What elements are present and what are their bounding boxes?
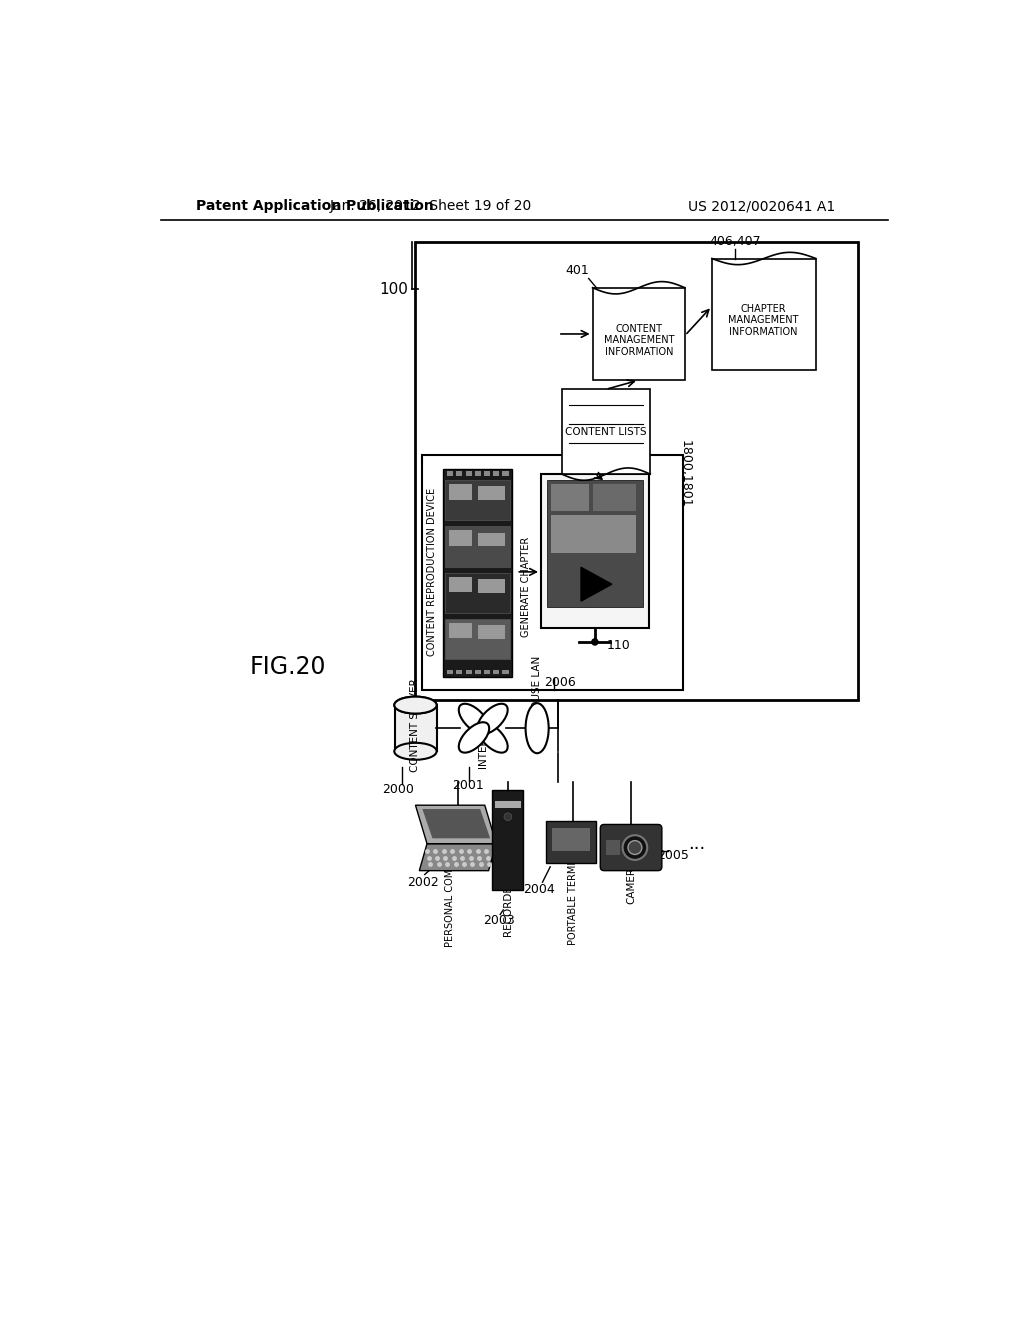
Bar [547,480,643,607]
Bar [443,469,512,677]
Bar [450,577,472,591]
Bar [394,705,437,751]
Polygon shape [416,805,497,843]
Bar [445,527,510,566]
Bar [541,474,649,628]
Circle shape [623,836,647,859]
Bar [445,480,510,520]
Bar [484,471,490,475]
Bar [484,669,490,675]
Bar [503,471,509,475]
Bar [551,515,636,553]
Bar [457,471,463,475]
Ellipse shape [394,743,436,760]
Text: IN-HOUSE LAN: IN-HOUSE LAN [532,656,542,731]
Text: 2002: 2002 [408,875,439,888]
Polygon shape [552,829,590,851]
Circle shape [592,639,598,645]
Bar [422,455,683,689]
Text: 1800,1801: 1800,1801 [679,441,691,508]
Bar [606,840,621,855]
Bar [593,484,636,511]
Text: US 2012/0020641 A1: US 2012/0020641 A1 [688,199,836,213]
Bar [475,471,481,475]
Text: 2006: 2006 [545,676,577,689]
Bar [493,789,523,890]
Text: 2001: 2001 [452,779,483,792]
Circle shape [628,841,642,854]
Text: CHAPTER
MANAGEMENT
INFORMATION: CHAPTER MANAGEMENT INFORMATION [728,304,799,337]
Ellipse shape [459,704,489,734]
Text: Jan. 26, 2012  Sheet 19 of 20: Jan. 26, 2012 Sheet 19 of 20 [330,199,532,213]
Bar [494,669,500,675]
Text: 2005: 2005 [657,849,689,862]
Text: CONTENT LISTS: CONTENT LISTS [565,426,646,437]
Bar [466,471,472,475]
Bar [457,669,463,675]
Text: PERSONAL COMPUTER: PERSONAL COMPUTER [445,837,455,948]
Ellipse shape [477,704,508,734]
Ellipse shape [394,697,436,714]
Text: CONTENT SERVER: CONTENT SERVER [411,678,421,772]
Bar [712,259,816,370]
Text: CAMERA: CAMERA [626,861,636,904]
Bar [478,626,505,639]
Text: 401: 401 [565,264,589,277]
Text: 100: 100 [379,281,408,297]
Bar [478,487,505,500]
Bar [562,389,650,474]
Bar [450,531,472,545]
Text: CONTENT REPRODUCTION DEVICE: CONTENT REPRODUCTION DEVICE [427,488,437,656]
Polygon shape [422,809,490,838]
Bar [450,484,472,499]
Polygon shape [581,568,611,601]
Text: INTERNET: INTERNET [478,717,488,768]
Text: 110: 110 [606,639,630,652]
Bar [495,801,521,808]
Bar [447,471,454,475]
Bar [478,533,505,546]
Polygon shape [419,843,497,871]
Text: ...: ... [688,834,706,853]
Ellipse shape [477,722,508,752]
Bar [450,623,472,638]
Text: 2000: 2000 [383,783,415,796]
Text: FIG.20: FIG.20 [250,655,327,678]
Text: PORTABLE TERMINAL: PORTABLE TERMINAL [568,842,579,945]
Text: 2004: 2004 [523,883,555,896]
Bar [503,669,509,675]
Ellipse shape [525,704,549,754]
Ellipse shape [459,722,489,752]
Text: 2003: 2003 [482,915,514,927]
FancyBboxPatch shape [600,825,662,871]
Bar [445,619,510,659]
Bar [445,573,510,612]
Polygon shape [547,821,596,863]
Bar [593,288,685,380]
Bar [478,578,505,593]
Text: RECORDER: RECORDER [503,878,513,936]
Bar [475,669,481,675]
Text: Patent Application Publication: Patent Application Publication [196,199,434,213]
Bar [551,484,590,511]
Text: GENERATE CHAPTER: GENERATE CHAPTER [520,537,530,638]
Bar [494,471,500,475]
Text: CONTENT
MANAGEMENT
INFORMATION: CONTENT MANAGEMENT INFORMATION [603,323,674,356]
Bar [466,669,472,675]
Circle shape [504,813,512,821]
Ellipse shape [394,697,436,714]
Text: 406,407: 406,407 [710,235,761,248]
Bar [447,669,454,675]
Bar [416,242,858,700]
